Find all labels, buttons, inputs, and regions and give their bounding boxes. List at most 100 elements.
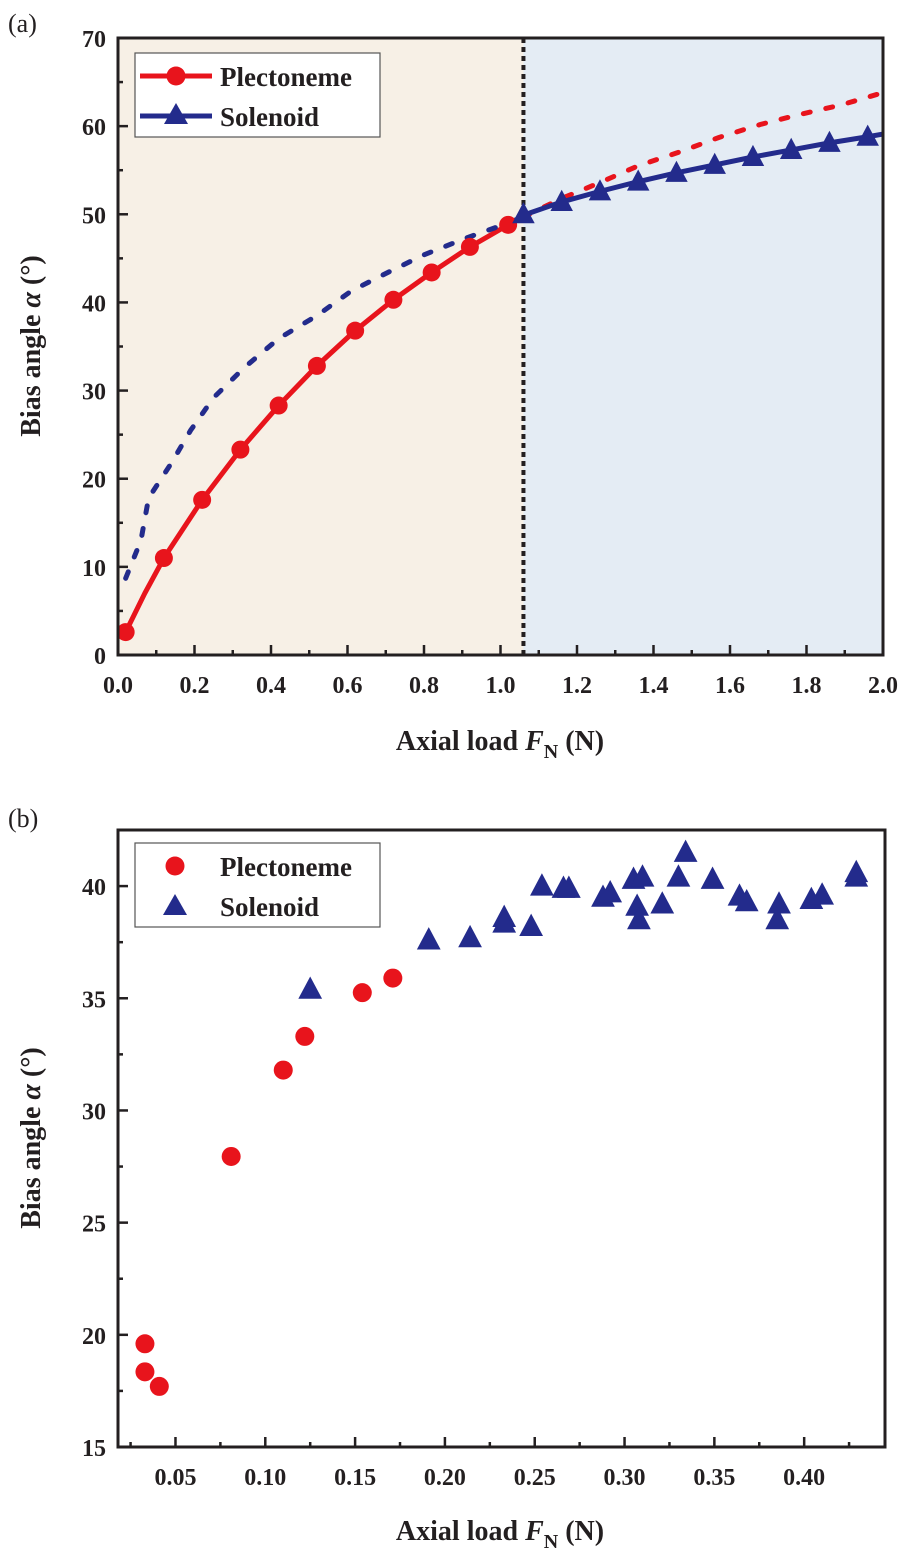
solenoid-dotted-curve: [123, 214, 526, 581]
solenoid-point: [818, 130, 841, 152]
solenoid-point: [458, 924, 482, 948]
legend-marker-plectoneme: [165, 856, 185, 876]
plectoneme-point: [231, 440, 250, 459]
y-tick-label: 10: [82, 556, 106, 582]
regions: [118, 38, 883, 655]
x-tick-label: 0.05: [154, 1465, 196, 1491]
legend-marker-plectoneme: [166, 66, 186, 86]
plot-frame: [116, 828, 887, 1449]
legend: Plectoneme Solenoid: [134, 52, 381, 138]
plectoneme-point: [154, 549, 173, 568]
plectoneme-point: [307, 356, 326, 375]
y-tick-label: 35: [82, 987, 106, 1013]
solenoid-point: [844, 864, 869, 887]
y-axis-title: Bias angle α (°): [16, 1047, 47, 1229]
panel-b-label: (b): [8, 804, 38, 833]
solenoid-point: [767, 891, 791, 914]
legend-label-plectoneme: Plectoneme: [220, 62, 352, 92]
panel-a-chart: (a) 0.0 0.2 0.4 0.6 0.8 1.0 1.2 1.4 1.6 1.8 2.0 0 10…: [8, 9, 898, 763]
x-tick-label: 0.35: [693, 1465, 735, 1491]
x-tick-label: 1.8: [792, 673, 822, 699]
y-tick-label: 60: [82, 115, 106, 141]
x-tick-label: 0.8: [409, 673, 439, 699]
x-tick-label: 0.40: [783, 1465, 825, 1491]
x-tick-label: 1.4: [639, 673, 669, 699]
solenoid-point: [734, 888, 759, 912]
legend-marker-solenoid: [164, 103, 188, 124]
data-marks: [135, 839, 869, 1396]
plectoneme-point: [273, 1060, 293, 1080]
y-tick-label: 0: [94, 644, 106, 670]
x-tick-label: 0.0: [103, 673, 133, 699]
x-tick-label: 0.25: [514, 1465, 556, 1491]
y-tick-label: 50: [82, 203, 106, 229]
solenoid-point: [703, 152, 726, 174]
plectoneme-point: [499, 215, 518, 234]
axes: 0.05 0.10 0.15 0.20 0.25 0.30 0.35 0.40 15 20 25 30…: [82, 828, 887, 1491]
solenoid-point: [650, 891, 675, 914]
plectoneme-point: [221, 1146, 241, 1166]
legend-label-plectoneme: Plectoneme: [220, 852, 352, 882]
solenoid-point: [550, 189, 573, 211]
solenoid-point: [665, 160, 688, 182]
y-tick-label: 30: [82, 380, 106, 406]
legend-label-solenoid: Solenoid: [220, 102, 319, 132]
y-tick-label: 25: [82, 1212, 106, 1238]
plectoneme-point: [460, 237, 479, 256]
x-tick-label: 2.0: [868, 673, 898, 699]
solenoid-point: [556, 875, 581, 898]
solenoid-point: [492, 910, 517, 933]
plectoneme-point: [269, 396, 288, 415]
x-tick-label: 0.2: [180, 673, 210, 699]
x-tick-label: 0.15: [334, 1465, 376, 1491]
solenoid-point: [512, 202, 535, 224]
solenoid-point: [625, 893, 649, 916]
region-shade: [523, 38, 883, 655]
solenoid-point: [627, 906, 651, 930]
solenoid-point: [810, 882, 835, 905]
plectoneme-point: [383, 968, 403, 988]
plectoneme-point: [384, 290, 403, 309]
x-tick-label: 0.4: [256, 673, 286, 699]
solenoid-point: [779, 137, 803, 159]
plectoneme-point: [149, 1376, 169, 1396]
plectoneme-point: [135, 1362, 155, 1382]
y-tick-label: 70: [82, 27, 106, 53]
y-tick-label: 15: [82, 1436, 106, 1462]
plectoneme-point: [116, 623, 135, 642]
y-tick-label: 20: [82, 468, 106, 494]
y-tick-label: 40: [82, 875, 106, 901]
plectoneme-point: [135, 1334, 155, 1354]
legend: Plectoneme Solenoid: [134, 842, 381, 928]
plot-background: [118, 830, 885, 1447]
y-tick-label: 20: [82, 1324, 106, 1350]
panel-b-chart: (b) 0.05 0.10 0.15 0.20 0.25 0.30 0.35 0.40 15 20…: [8, 804, 887, 1553]
solenoid-point: [530, 873, 554, 896]
solenoid-point: [298, 976, 323, 999]
x-tick-label: 0.6: [333, 673, 363, 699]
solenoid-point: [630, 864, 655, 887]
solenoid-point: [598, 879, 623, 903]
x-tick-label: 1.6: [715, 673, 745, 699]
x-tick-label: 0.30: [604, 1465, 646, 1491]
solenoid-point: [741, 144, 765, 166]
panel-a-label: (a): [8, 9, 37, 38]
x-tick-label: 0.10: [244, 1465, 286, 1491]
x-tick-label: 0.20: [424, 1465, 466, 1491]
solenoid-point: [519, 913, 544, 936]
solenoid-point: [416, 927, 441, 950]
axes: 0.0 0.2 0.4 0.6 0.8 1.0 1.2 1.4 1.6 1.8 2.0 0 10 20 30…: [82, 27, 898, 699]
solenoid-point: [588, 179, 612, 201]
solenoid-point: [700, 866, 725, 889]
x-tick-label: 1.2: [562, 673, 592, 699]
solenoid-point: [856, 124, 879, 146]
solenoid-point: [666, 864, 691, 887]
x-axis-title: Axial load FN (N): [396, 726, 604, 763]
plectoneme-point: [352, 983, 372, 1003]
plectoneme-point: [422, 263, 441, 282]
plectoneme-dotted-curve: [520, 90, 886, 220]
region-shade: [118, 38, 524, 655]
y-axis-title: Bias angle α (°): [16, 255, 47, 437]
data-marks: [116, 124, 879, 642]
